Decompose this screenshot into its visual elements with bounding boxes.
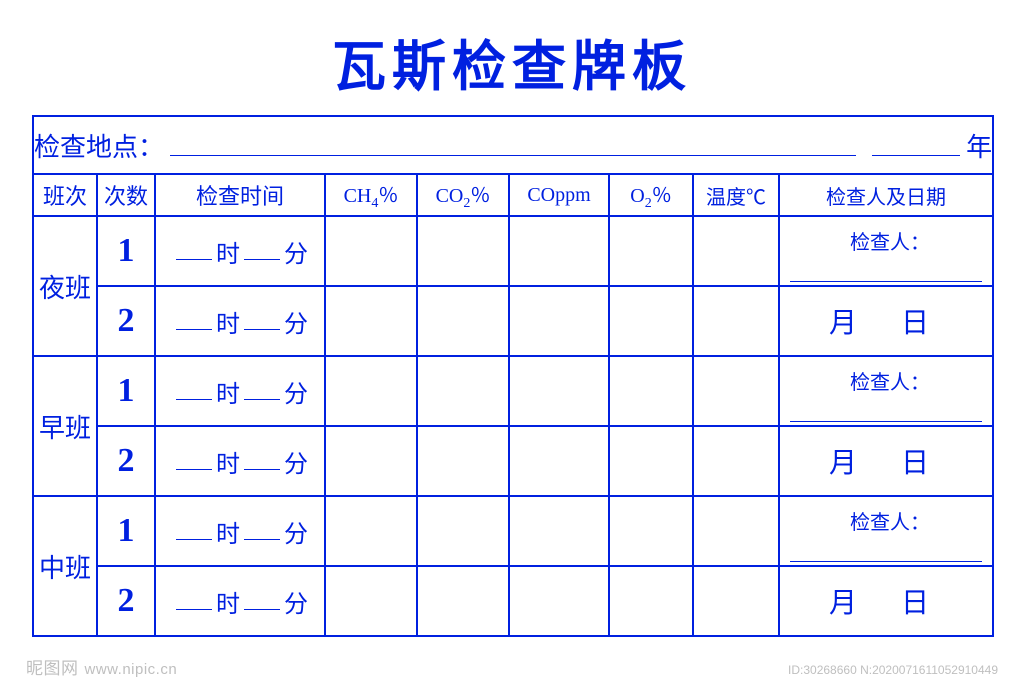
value-cell xyxy=(325,356,417,426)
hdr-ch4: CH4％ xyxy=(325,174,417,216)
time-cell: 时分 xyxy=(155,496,325,566)
minute-blank xyxy=(244,235,280,260)
table-row: 2时分 月日 xyxy=(33,426,993,496)
watermark-left: 昵图网www.nipic.cn xyxy=(26,654,177,679)
inspector-cell: 检查人： xyxy=(779,496,993,566)
value-cell xyxy=(693,286,779,356)
time-cell: 时分 xyxy=(155,426,325,496)
hour-blank xyxy=(176,445,212,470)
value-cell xyxy=(509,216,609,286)
inspector-name-blank xyxy=(790,421,982,422)
location-blank xyxy=(170,129,856,156)
value-cell xyxy=(693,216,779,286)
count-cell: 1 xyxy=(97,216,155,286)
value-cell xyxy=(417,356,509,426)
hour-blank xyxy=(176,375,212,400)
minute-blank xyxy=(244,375,280,400)
hour-blank xyxy=(176,235,212,260)
watermark-right: ID:30268660 N:2020071611052910449 xyxy=(788,663,998,677)
page: 瓦斯检查牌板 检查地点： 年 班次 次数 xyxy=(0,0,1024,687)
inspector-cell: 检查人： xyxy=(779,356,993,426)
value-cell xyxy=(509,566,609,636)
inspector-name-blank xyxy=(790,281,982,282)
hour-blank xyxy=(176,305,212,330)
count-cell: 1 xyxy=(97,356,155,426)
value-cell xyxy=(609,216,693,286)
gas-check-table: 检查地点： 年 班次 次数 检查时间 CH4％ CO2％ COppm O2％ 温… xyxy=(32,115,994,637)
value-cell xyxy=(609,286,693,356)
hour-blank xyxy=(176,515,212,540)
hdr-time: 检查时间 xyxy=(155,174,325,216)
value-cell xyxy=(609,356,693,426)
location-label: 检查地点： xyxy=(34,127,164,164)
value-cell xyxy=(693,566,779,636)
value-cell xyxy=(693,496,779,566)
hdr-inspector: 检查人及日期 xyxy=(779,174,993,216)
value-cell xyxy=(325,216,417,286)
value-cell xyxy=(509,496,609,566)
value-cell xyxy=(417,216,509,286)
hdr-temp: 温度℃ xyxy=(693,174,779,216)
value-cell xyxy=(693,426,779,496)
date-cell: 月日 xyxy=(779,286,993,356)
table-row: 2时分 月日 xyxy=(33,286,993,356)
hdr-co2: CO2％ xyxy=(417,174,509,216)
value-cell xyxy=(417,426,509,496)
value-cell xyxy=(693,356,779,426)
value-cell xyxy=(509,286,609,356)
hdr-co: COppm xyxy=(509,174,609,216)
page-title: 瓦斯检查牌板 xyxy=(32,22,992,101)
date-cell: 月日 xyxy=(779,566,993,636)
minute-blank xyxy=(244,305,280,330)
shift-name: 中班 xyxy=(33,496,97,636)
time-cell: 时分 xyxy=(155,216,325,286)
value-cell xyxy=(325,496,417,566)
value-cell xyxy=(325,566,417,636)
value-cell xyxy=(509,426,609,496)
value-cell xyxy=(417,286,509,356)
value-cell xyxy=(325,426,417,496)
date-cell: 月日 xyxy=(779,426,993,496)
table-row: 2时分 月日 xyxy=(33,566,993,636)
table-row: 中班1时分检查人： xyxy=(33,496,993,566)
time-cell: 时分 xyxy=(155,566,325,636)
time-cell: 时分 xyxy=(155,286,325,356)
count-cell: 2 xyxy=(97,566,155,636)
location-row: 检查地点： 年 xyxy=(33,116,993,174)
value-cell xyxy=(325,286,417,356)
table-row: 早班1时分检查人： xyxy=(33,356,993,426)
hdr-shift: 班次 xyxy=(33,174,97,216)
count-cell: 2 xyxy=(97,286,155,356)
year-blank xyxy=(872,129,960,156)
minute-blank xyxy=(244,445,280,470)
hour-blank xyxy=(176,585,212,610)
shift-name: 夜班 xyxy=(33,216,97,356)
count-cell: 1 xyxy=(97,496,155,566)
count-cell: 2 xyxy=(97,426,155,496)
value-cell xyxy=(417,566,509,636)
value-cell xyxy=(609,426,693,496)
shift-name: 早班 xyxy=(33,356,97,496)
value-cell xyxy=(609,566,693,636)
header-row: 班次 次数 检查时间 CH4％ CO2％ COppm O2％ 温度℃ 检查人及日… xyxy=(33,174,993,216)
inspector-name-blank xyxy=(790,561,982,562)
value-cell xyxy=(609,496,693,566)
minute-blank xyxy=(244,515,280,540)
time-cell: 时分 xyxy=(155,356,325,426)
hdr-o2: O2％ xyxy=(609,174,693,216)
year-suffix: 年 xyxy=(966,127,992,164)
minute-blank xyxy=(244,585,280,610)
value-cell xyxy=(509,356,609,426)
hdr-count: 次数 xyxy=(97,174,155,216)
value-cell xyxy=(417,496,509,566)
inspector-cell: 检查人： xyxy=(779,216,993,286)
table-row: 夜班1时分检查人： xyxy=(33,216,993,286)
